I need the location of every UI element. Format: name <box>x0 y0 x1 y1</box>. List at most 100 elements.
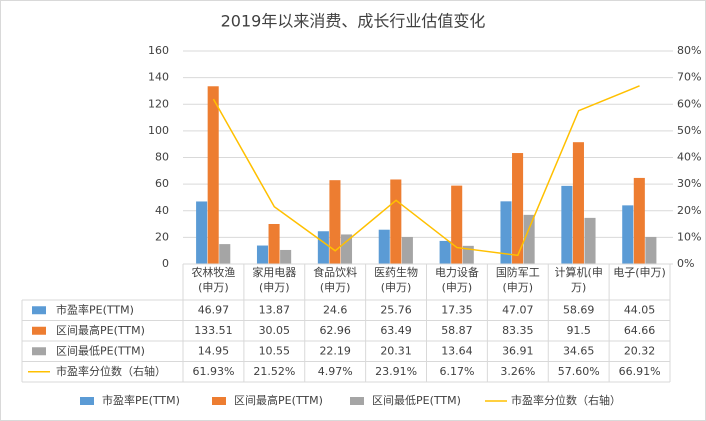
table-cell: 34.65 <box>563 344 595 357</box>
legend-key <box>350 397 364 405</box>
table-cell: 63.49 <box>380 324 412 337</box>
table-legend-key <box>32 326 46 335</box>
table-legend-key <box>32 347 46 356</box>
x-category-cell: 家用电器 (申万) <box>252 266 297 294</box>
y2-tick-label: 70% <box>677 71 701 84</box>
table-cell: 14.95 <box>198 344 230 357</box>
y-tick-label: 160 <box>148 44 169 57</box>
y-tick-label: 140 <box>148 71 169 84</box>
table-cell: 30.05 <box>259 324 291 337</box>
table-row-header: 区间最高PE(TTM) <box>56 323 145 337</box>
table-cell: 58.69 <box>563 303 595 316</box>
table-cell: 47.07 <box>502 303 534 316</box>
y-tick-label: 20 <box>155 230 169 243</box>
table-cell: 58.87 <box>441 324 473 337</box>
x-category-cell: 计算机(申 万) <box>554 266 603 294</box>
bar <box>196 201 208 264</box>
bar <box>280 249 292 264</box>
table-cell: 66.91% <box>619 365 661 378</box>
y2-tick-label: 60% <box>677 97 701 110</box>
bar <box>572 142 584 264</box>
bar <box>390 179 402 264</box>
table-cell: 62.96 <box>319 324 351 337</box>
y2-tick-label: 80% <box>677 44 701 57</box>
bar <box>256 245 269 264</box>
table-cell: 21.52% <box>253 365 295 378</box>
x-tick-label: 电子(申万) <box>613 266 666 279</box>
x-category-cell: 电子(申万) <box>613 266 666 279</box>
table-cell: 23.91% <box>375 365 417 378</box>
x-tick-label: 农林牧渔 (申万) <box>191 266 236 294</box>
table-cell: 20.32 <box>624 344 656 357</box>
y-tick-label: 120 <box>148 97 169 110</box>
table-cell: 13.64 <box>441 344 473 357</box>
y2-tick-label: 50% <box>677 124 701 137</box>
x-category-cell: 国防军工 (申万) <box>495 266 540 294</box>
x-category-cell: 电力设备 (申万) <box>434 266 479 294</box>
bar <box>622 205 634 264</box>
table-cell: 10.55 <box>259 344 291 357</box>
y-tick-label: 60 <box>155 177 169 190</box>
bar <box>207 86 219 264</box>
legend-label: 区间最低PE(TTM) <box>372 394 461 407</box>
table-cell: 46.97 <box>198 303 230 316</box>
table-cell: 91.5 <box>566 324 591 337</box>
x-tick-label: 计算机(申 万) <box>554 266 603 294</box>
table-cell: 57.60% <box>558 365 600 378</box>
bar <box>584 217 596 264</box>
bar <box>378 229 390 264</box>
y-tick-label: 40 <box>155 204 169 217</box>
chart-title: 2019年以来消费、成长行业估值变化 <box>221 12 486 31</box>
y-tick-label: 80 <box>155 151 169 164</box>
bar <box>523 214 535 264</box>
legend-label: 市盈率PE(TTM) <box>102 393 180 407</box>
table-cell: 17.35 <box>441 303 473 316</box>
table-cell: 3.26% <box>500 365 535 378</box>
y-tick-label: 0 <box>162 257 169 270</box>
x-tick-label: 家用电器 (申万) <box>252 266 297 294</box>
legend-key <box>212 397 226 405</box>
x-tick-label: 国防军工 (申万) <box>495 266 540 294</box>
table-cell: 20.31 <box>380 344 412 357</box>
bar <box>633 177 645 264</box>
table-cell: 64.66 <box>624 324 656 337</box>
table-cell: 4.97% <box>318 365 353 378</box>
table-row-header: 市盈率PE(TTM) <box>56 302 134 316</box>
table-row-header: 市盈率分位数（右轴） <box>56 364 166 378</box>
bar <box>401 236 413 264</box>
legend-label: 区间最高PE(TTM) <box>234 393 323 407</box>
table-cell: 61.93% <box>192 365 234 378</box>
bar <box>268 223 280 264</box>
bar <box>317 231 329 264</box>
bar <box>340 234 353 264</box>
table-cell: 25.76 <box>380 303 412 316</box>
table-cell: 44.05 <box>624 303 656 316</box>
x-tick-label: 食品饮料 (申万) <box>313 266 358 294</box>
bar <box>561 185 573 264</box>
bar <box>462 245 474 264</box>
bar <box>451 185 463 264</box>
y2-tick-label: 40% <box>677 151 701 164</box>
bar <box>219 244 231 264</box>
table-cell: 24.6 <box>323 303 348 316</box>
table-cell: 133.51 <box>194 324 233 337</box>
y2-tick-label: 20% <box>677 204 701 217</box>
x-category-cell: 农林牧渔 (申万) <box>191 266 236 294</box>
bar <box>329 180 341 264</box>
table-cell: 22.19 <box>319 344 351 357</box>
bar <box>439 240 451 264</box>
y2-tick-label: 30% <box>677 177 701 190</box>
line-series <box>212 85 640 257</box>
x-tick-label: 电力设备 (申万) <box>434 266 479 294</box>
table-row-header: 区间最低PE(TTM) <box>56 344 145 357</box>
x-category-cell: 医药生物 (申万) <box>374 266 419 294</box>
table-cell: 83.35 <box>502 324 534 337</box>
y2-tick-label: 0% <box>677 257 694 270</box>
legend-key <box>80 397 94 405</box>
table-cell: 13.87 <box>259 303 291 316</box>
x-tick-label: 医药生物 (申万) <box>374 266 419 294</box>
y2-tick-label: 10% <box>677 230 701 243</box>
bar <box>512 153 524 264</box>
legend-label: 市盈率分位数（右轴） <box>511 393 621 407</box>
